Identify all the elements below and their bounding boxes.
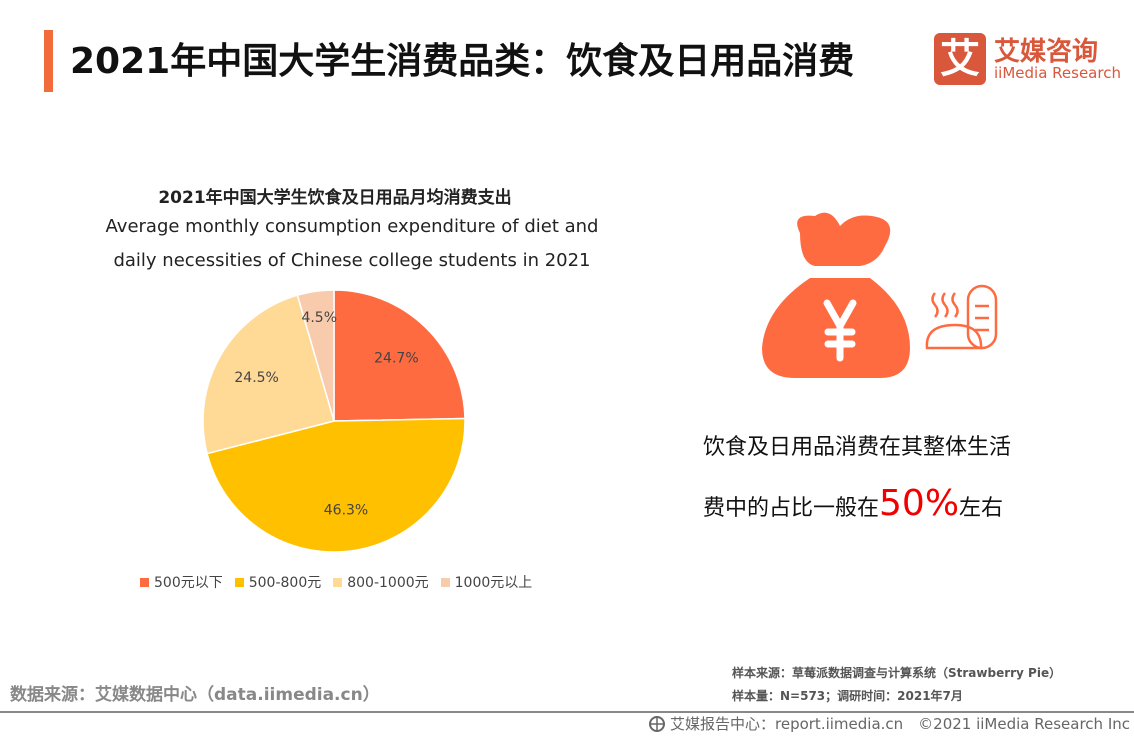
callout-line2-post: 左右 <box>959 496 1004 521</box>
legend-label: 500元以下 <box>154 575 223 591</box>
legend-swatch <box>234 577 244 587</box>
legend-item: 500元以下 <box>140 572 223 592</box>
legend-label: 500-800元 <box>248 575 322 591</box>
pie-label-2: 24.5% <box>234 370 278 386</box>
logo-text-cn: 艾媒咨询 <box>994 37 1099 67</box>
legend-label: 800-1000元 <box>347 575 429 591</box>
callout-line2-pre: 费中的占比一般在 <box>703 496 880 521</box>
legend: 500元以下 500-800元 800-1000元 1000元以上 <box>140 572 532 592</box>
footer-divider <box>0 711 1134 713</box>
callout-text: 饮食及日用品消费在其整体生活 费中的占比一般在50%左右 <box>703 420 1011 537</box>
legend-swatch <box>140 577 149 587</box>
pie-label-0: 24.7% <box>374 350 418 366</box>
pie-slice-1 <box>206 417 466 553</box>
pie-slice-2 <box>202 294 335 455</box>
pie-slice-0 <box>333 289 466 422</box>
logo-text-en: iiMedia Research <box>994 64 1121 82</box>
callout-line2: 费中的占比一般在50%左右 <box>703 476 1011 537</box>
chart-subtitle-line1: Average monthly consumption expenditure … <box>105 216 599 237</box>
legend-swatch <box>440 577 450 587</box>
sample-size: 样本量：N=573；调研时间：2021年7月 <box>732 689 963 703</box>
callout-line1: 饮食及日用品消费在其整体生活 <box>703 435 1012 460</box>
legend-swatch <box>333 577 343 587</box>
pie-label-3: 4.5% <box>301 310 337 326</box>
pie-label-1: 46.3% <box>324 502 368 518</box>
chart-subtitle-line2: daily necessities of Chinese college stu… <box>113 250 591 271</box>
globe-icon <box>649 715 665 732</box>
title-accent-bar <box>44 30 53 92</box>
data-source: 数据来源：艾媒数据中心（data.iimedia.cn） <box>10 685 380 705</box>
legend-item: 800-1000元 <box>333 572 429 592</box>
logo-mark: 艾 <box>934 33 986 85</box>
footer: 艾媒报告中心：report.iimedia.cn ©2021 iiMedia R… <box>648 713 1130 734</box>
pie-slice-3 <box>296 289 335 422</box>
highlight-percentage: 50% <box>879 483 960 524</box>
logo: 艾 艾媒咨询 iiMedia Research <box>934 33 1121 85</box>
sample-source: 样本来源：草莓派数据调查与计算系统（Strawberry Pie） <box>732 666 1062 680</box>
chart-title: 2021年中国大学生饮食及日用品月均消费支出 <box>158 188 512 208</box>
legend-item: 1000元以上 <box>440 572 533 592</box>
footer-text: 艾媒报告中心：report.iimedia.cn ©2021 iiMedia R… <box>670 715 1131 733</box>
legend-label: 1000元以上 <box>454 575 533 591</box>
money-bag-yuan-icon <box>762 212 998 378</box>
legend-item: 500-800元 <box>234 572 322 592</box>
pie-chart: 24.7% 46.3% 24.5% 4.5% <box>202 289 466 553</box>
page-title: 2021年中国大学生消费品类：饮食及日用品消费 <box>70 41 855 82</box>
